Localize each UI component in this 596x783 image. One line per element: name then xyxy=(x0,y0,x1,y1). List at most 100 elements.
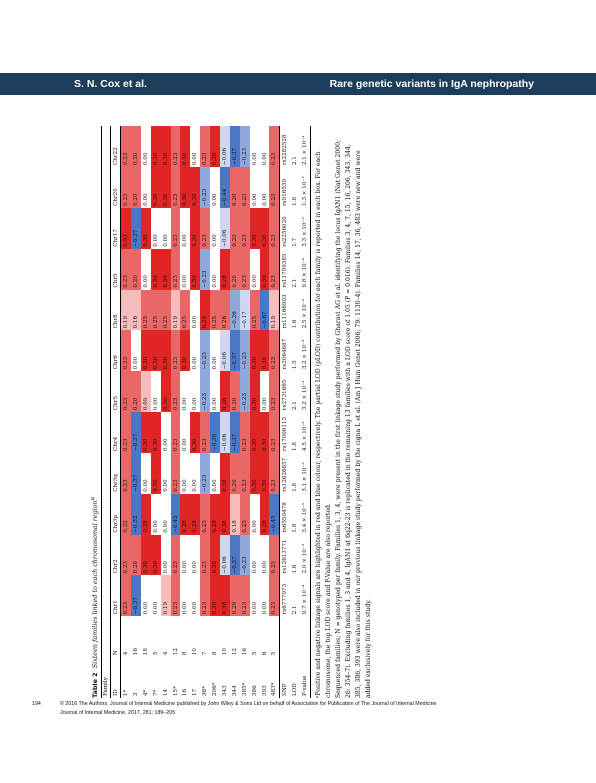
plod-cell: 0.00 xyxy=(212,479,219,492)
plod-cell: 0.28 xyxy=(210,493,221,535)
column-header: Chr6 xyxy=(110,330,121,372)
plod-cell: 0.30 xyxy=(249,412,260,453)
summary-cell: rs916539 xyxy=(279,167,291,208)
family-id: 385* xyxy=(241,682,248,696)
header-authors: S. N. Cox et al. xyxy=(74,78,147,90)
table-note: Sequenced families; N = genotyped per fa… xyxy=(335,139,373,698)
plod-cell: 0.30 xyxy=(249,330,260,372)
plod-cell: −0.26 xyxy=(229,289,240,331)
plod-cell: 0.30 xyxy=(210,126,221,168)
plod-cell: 0.30 xyxy=(259,207,270,249)
plod-cell: 0.30 xyxy=(150,534,161,576)
plod-cell: 0.30 xyxy=(210,534,221,576)
plod-cell: 0.30 xyxy=(259,412,270,453)
plod-cell: 0.30 xyxy=(190,207,201,249)
plod-cell: 0.00 xyxy=(212,234,219,247)
plod-cell: 0.19 xyxy=(269,289,280,331)
column-header: Chr8 xyxy=(110,289,121,331)
plod-cell: 0.00 xyxy=(182,479,189,492)
plod-cell: 0.00 xyxy=(251,152,258,166)
plod-cell: 0.00 xyxy=(261,601,268,615)
plod-cell: 0.30 xyxy=(140,412,151,453)
plod-cell: −0.32 xyxy=(131,493,141,535)
summary-cell: 1.8 xyxy=(292,482,299,492)
family-size: 16 xyxy=(132,648,139,656)
plod-cell: 0.38 xyxy=(220,575,230,617)
plod-cell: 0.25 xyxy=(210,289,221,331)
family-id: 16 xyxy=(182,688,189,696)
plod-cell: 0.23 xyxy=(239,248,250,290)
table-caption-text: Sixteen families linked to each chromoso… xyxy=(91,500,100,669)
family-size: 5 xyxy=(152,651,159,656)
plod-cell: 0.23 xyxy=(200,412,211,453)
plod-cell: 0.30 xyxy=(210,575,221,617)
plod-cell: 0.00 xyxy=(261,152,268,166)
plod-cell: 0.00 xyxy=(142,193,149,206)
plod-cell: 0.00 xyxy=(251,561,258,574)
plod-cell: 0.25 xyxy=(140,289,151,331)
family-size: 8 xyxy=(212,651,219,656)
plod-cell: 0.00 xyxy=(212,356,219,370)
table-notes: ᵃPositive and negative linkage signals a… xyxy=(314,130,374,698)
plod-cell: 0.28 xyxy=(140,493,151,535)
plod-cell: 0.00 xyxy=(251,275,258,288)
plod-cell: −0.37 xyxy=(131,452,141,494)
plod-cell: 0.23 xyxy=(269,167,280,208)
plod-cell: 0.18 xyxy=(229,493,240,535)
plod-cell: 0.19 xyxy=(120,289,132,331)
plod-cell: 0.20 xyxy=(229,248,240,290)
family-size: 4 xyxy=(162,651,169,656)
summary-cell: rs6777973 xyxy=(279,575,291,617)
plod-cell: 0.53 xyxy=(120,207,132,249)
plod-cell: −0.06 xyxy=(220,534,230,576)
running-header: S. N. Cox et al. Rare genetic variants i… xyxy=(0,73,596,95)
plod-cell: 0.25 xyxy=(249,289,260,331)
plod-cell: 0.23 xyxy=(269,452,280,494)
plod-cell: 0.30 xyxy=(160,126,171,168)
plod-cell: 0.00 xyxy=(142,275,149,288)
family-size: 12 xyxy=(231,648,238,656)
plod-cell: 0.00 xyxy=(142,479,149,492)
plod-cell: −0.23 xyxy=(200,452,211,494)
table-caption: Table 2 Sixteen families linked to each … xyxy=(90,124,99,698)
family-group-label: Family xyxy=(101,126,111,698)
family-size: 8 xyxy=(182,651,189,656)
plod-cell: 0.23 xyxy=(120,575,132,617)
summary-cell: 2.1 xyxy=(292,156,299,166)
plod-cell: 0.30 xyxy=(140,330,151,372)
summary-cell: 3.3 × 10⁻³ xyxy=(300,207,311,249)
column-header: Chr5 xyxy=(110,371,121,413)
summary-cell: 1.8 xyxy=(292,442,299,451)
summary-cell: 1.3 × 10⁻³ xyxy=(300,167,311,208)
copyright-line: © 2016 The Authors. Journal of Internal … xyxy=(60,701,437,707)
summary-cell: 1.6 xyxy=(292,564,299,574)
plod-cell: 0.20 xyxy=(229,452,240,494)
plod-cell: 0.23 xyxy=(120,534,132,576)
snp-row: SNP rs6777973 rs12613771 rs6550478 rs1262685… xyxy=(279,126,291,698)
table-row: 15* 12 0.23 0.23 −0.45 0.23 0.23 0.23 0.23 0.19 0.… xyxy=(170,126,181,698)
summary-cell: rs2282528 xyxy=(279,126,291,168)
summary-cell: 3.2 × 10⁻³ xyxy=(300,330,311,372)
plod-cell: 0.30 xyxy=(180,330,191,372)
plod-cell: 0.00 xyxy=(212,275,219,288)
plod-cell: 0.00 xyxy=(152,234,159,247)
table-row: 393 6 0.00 0.00 0.28 0.30 0.30 0.00 0.30 −0.67 0.3… xyxy=(259,126,270,698)
plod-cell: 0.00 xyxy=(152,397,159,411)
pvalue-row: P-value 9.7 × 10⁻⁴ 2.0 × 10⁻³ 3.4 × 10⁻³ 3.1… xyxy=(300,126,311,698)
plod-cell: 0.00 xyxy=(182,234,189,247)
table-row: 7* 5 0.00 0.30 0.00 0.30 0.30 0.00 0.30 0.25 0.30 0… xyxy=(150,126,161,698)
table-row: 17 10 0.00 0.00 0.28 0.00 0.30 0.00 0.00 0.00 0.30… xyxy=(190,126,201,698)
table-header-row: ID N Chr1 Chr2 Chr3p Chr3q Chr4 Chr5 Chr6 Chr8 Chr… xyxy=(110,126,121,698)
plod-cell: −0.37 xyxy=(229,330,240,372)
summary-cell: 3.4 × 10⁻³ xyxy=(300,493,311,535)
plod-cell: 0.00 xyxy=(162,479,169,492)
column-header: Chr3q xyxy=(110,452,121,494)
plod-cell: 0.00 xyxy=(212,397,219,411)
summary-cell: 1.5 xyxy=(292,360,299,370)
plod-cell: 0.20 xyxy=(131,534,141,576)
summary-cell: rs2256020 xyxy=(279,207,291,249)
plod-cell: 0.19 xyxy=(160,575,171,617)
summary-cell: rs12613771 xyxy=(279,534,291,576)
plod-cell: −0.37 xyxy=(131,575,141,617)
column-header: Chr2 xyxy=(110,534,121,576)
